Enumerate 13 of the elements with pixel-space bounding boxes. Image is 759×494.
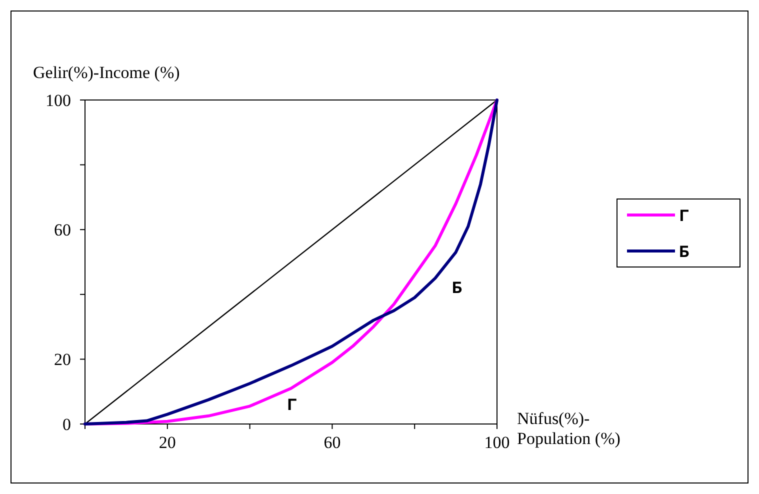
x-axis-title: Nüfus(%)-Population (%) bbox=[517, 409, 620, 448]
y-tick-label: 0 bbox=[62, 414, 71, 434]
annotation: Г bbox=[286, 397, 298, 416]
legend-label: Б bbox=[679, 244, 690, 263]
x-tick-label: 60 bbox=[324, 433, 341, 452]
y-axis-title: Gelir(%)-Income (%) bbox=[33, 63, 180, 82]
annotation: Б bbox=[452, 280, 462, 299]
y-tick-label: 100 bbox=[46, 90, 71, 110]
x-tick-label: 20 bbox=[158, 433, 176, 452]
y-tick-label: 60 bbox=[54, 220, 71, 240]
legend-label: Г bbox=[679, 208, 690, 227]
y-tick-label: 20 bbox=[54, 350, 71, 370]
x-tick-label: 100 bbox=[484, 433, 510, 452]
